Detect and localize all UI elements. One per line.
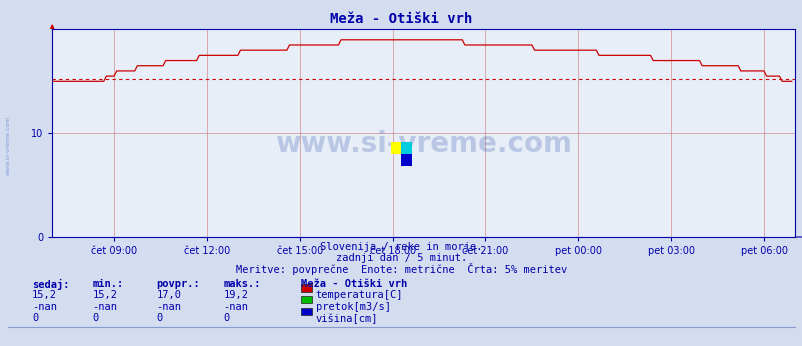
Text: 0: 0 (223, 313, 229, 324)
Text: www.si-vreme.com: www.si-vreme.com (6, 116, 10, 175)
Text: Meža - Otiški vrh: Meža - Otiški vrh (301, 279, 407, 289)
Text: sedaj:: sedaj: (32, 279, 70, 290)
Text: -nan: -nan (156, 302, 181, 312)
Text: 0: 0 (92, 313, 99, 324)
Text: Meža - Otiški vrh: Meža - Otiški vrh (330, 12, 472, 26)
Text: povpr.:: povpr.: (156, 279, 200, 289)
Text: 15,2: 15,2 (92, 290, 117, 300)
Text: www.si-vreme.com: www.si-vreme.com (275, 130, 571, 157)
Text: temperatura[C]: temperatura[C] (315, 290, 403, 300)
Text: -nan: -nan (32, 302, 57, 312)
Text: -nan: -nan (92, 302, 117, 312)
Text: Slovenija / reke in morje.: Slovenija / reke in morje. (320, 242, 482, 252)
Text: Meritve: povprečne  Enote: metrične  Črta: 5% meritev: Meritve: povprečne Enote: metrične Črta:… (236, 263, 566, 275)
Text: 19,2: 19,2 (223, 290, 248, 300)
Text: -nan: -nan (223, 302, 248, 312)
Text: 0: 0 (156, 313, 163, 324)
Text: 15,2: 15,2 (32, 290, 57, 300)
Text: zadnji dan / 5 minut.: zadnji dan / 5 minut. (335, 253, 467, 263)
Text: višina[cm]: višina[cm] (315, 313, 378, 324)
Text: min.:: min.: (92, 279, 124, 289)
Text: pretok[m3/s]: pretok[m3/s] (315, 302, 390, 312)
Text: 17,0: 17,0 (156, 290, 181, 300)
Text: maks.:: maks.: (223, 279, 261, 289)
Text: 0: 0 (32, 313, 38, 324)
